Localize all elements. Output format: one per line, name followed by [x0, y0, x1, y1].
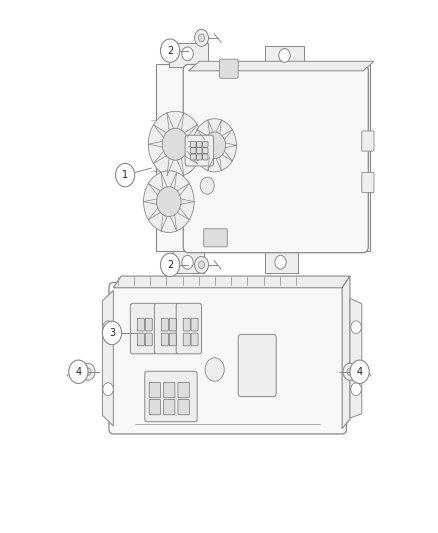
FancyBboxPatch shape — [191, 154, 196, 160]
Circle shape — [156, 187, 181, 216]
Circle shape — [194, 29, 208, 46]
FancyBboxPatch shape — [219, 59, 238, 78]
FancyBboxPatch shape — [149, 399, 160, 415]
Polygon shape — [169, 43, 208, 67]
FancyBboxPatch shape — [169, 333, 176, 346]
Text: 2: 2 — [167, 46, 173, 55]
FancyBboxPatch shape — [138, 318, 145, 331]
FancyBboxPatch shape — [161, 333, 168, 346]
FancyBboxPatch shape — [178, 399, 189, 415]
Circle shape — [194, 256, 208, 273]
FancyBboxPatch shape — [185, 135, 214, 166]
FancyBboxPatch shape — [145, 318, 152, 331]
Circle shape — [103, 383, 113, 395]
FancyBboxPatch shape — [191, 318, 198, 331]
FancyBboxPatch shape — [197, 148, 202, 154]
FancyBboxPatch shape — [163, 399, 175, 415]
FancyBboxPatch shape — [154, 303, 180, 354]
FancyBboxPatch shape — [362, 172, 374, 192]
FancyBboxPatch shape — [138, 333, 145, 346]
FancyBboxPatch shape — [191, 141, 196, 147]
FancyBboxPatch shape — [183, 333, 190, 346]
FancyBboxPatch shape — [161, 318, 168, 331]
Polygon shape — [350, 298, 362, 418]
Circle shape — [204, 132, 226, 159]
Polygon shape — [265, 251, 297, 273]
FancyBboxPatch shape — [109, 282, 346, 434]
Circle shape — [347, 368, 353, 375]
Circle shape — [182, 255, 193, 269]
Circle shape — [200, 177, 214, 194]
Polygon shape — [342, 276, 350, 429]
Circle shape — [116, 164, 135, 187]
FancyBboxPatch shape — [191, 148, 196, 154]
FancyBboxPatch shape — [183, 64, 368, 253]
Circle shape — [343, 364, 357, 380]
Circle shape — [85, 368, 91, 375]
Circle shape — [182, 47, 193, 61]
FancyBboxPatch shape — [362, 131, 374, 151]
Text: 4: 4 — [357, 367, 363, 377]
FancyBboxPatch shape — [145, 371, 197, 422]
FancyBboxPatch shape — [197, 141, 202, 147]
Text: 2: 2 — [167, 260, 173, 270]
Polygon shape — [113, 276, 350, 288]
FancyBboxPatch shape — [169, 318, 176, 331]
Text: 4: 4 — [75, 367, 81, 377]
FancyBboxPatch shape — [203, 154, 208, 160]
Circle shape — [162, 128, 188, 160]
FancyBboxPatch shape — [178, 382, 189, 398]
Circle shape — [198, 261, 205, 269]
Polygon shape — [102, 290, 113, 426]
Circle shape — [205, 358, 224, 381]
Circle shape — [279, 49, 290, 62]
Circle shape — [148, 111, 202, 177]
FancyBboxPatch shape — [163, 382, 175, 398]
Text: 3: 3 — [109, 328, 115, 338]
FancyBboxPatch shape — [183, 318, 190, 331]
FancyBboxPatch shape — [203, 141, 208, 147]
FancyBboxPatch shape — [204, 229, 227, 247]
Circle shape — [351, 383, 361, 395]
Circle shape — [193, 119, 237, 172]
Text: 1: 1 — [122, 170, 128, 180]
FancyBboxPatch shape — [149, 382, 160, 398]
FancyBboxPatch shape — [197, 154, 202, 160]
Polygon shape — [155, 64, 370, 251]
FancyBboxPatch shape — [131, 303, 155, 354]
FancyBboxPatch shape — [145, 333, 152, 346]
Circle shape — [198, 34, 205, 42]
Polygon shape — [173, 251, 204, 273]
FancyBboxPatch shape — [176, 303, 201, 354]
Circle shape — [102, 321, 122, 345]
Polygon shape — [188, 61, 374, 71]
Circle shape — [144, 171, 194, 232]
FancyBboxPatch shape — [191, 333, 198, 346]
Circle shape — [81, 364, 95, 380]
Circle shape — [160, 253, 180, 277]
FancyBboxPatch shape — [203, 148, 208, 154]
FancyBboxPatch shape — [238, 334, 276, 397]
Circle shape — [351, 321, 361, 334]
Circle shape — [275, 255, 286, 269]
Circle shape — [69, 360, 88, 383]
Circle shape — [103, 321, 113, 334]
Circle shape — [160, 39, 180, 62]
Polygon shape — [265, 46, 304, 67]
Circle shape — [350, 360, 369, 383]
